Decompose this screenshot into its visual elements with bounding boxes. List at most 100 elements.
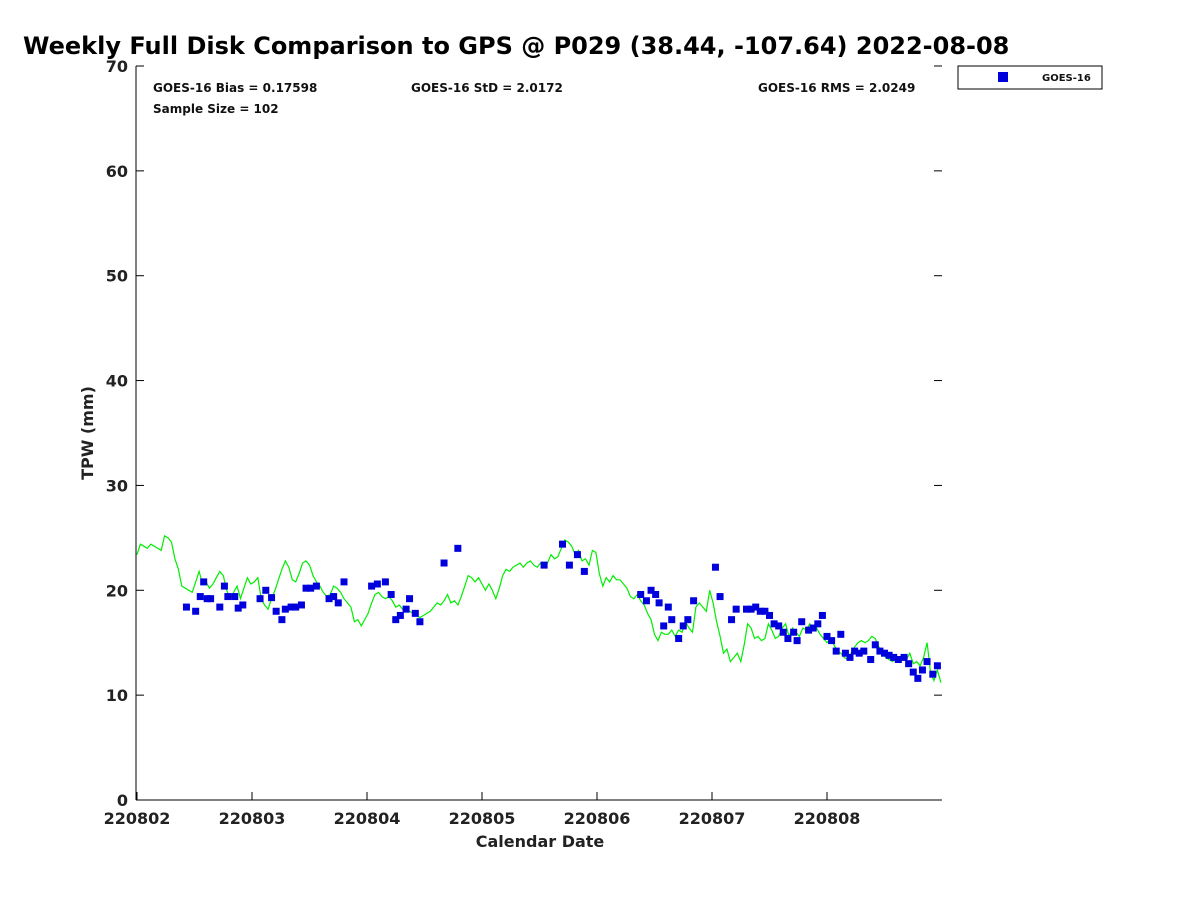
goes16-point <box>728 616 736 624</box>
goes16-point <box>196 593 204 601</box>
goes16-point <box>396 611 404 619</box>
goes16-point <box>876 647 884 655</box>
goes16-point <box>655 599 663 607</box>
goes16-point <box>325 595 333 603</box>
goes16-point <box>770 620 778 628</box>
legend-box <box>957 65 1103 90</box>
goes16-point <box>281 605 289 613</box>
legend-marker <box>998 72 1008 82</box>
goes16-point <box>637 590 645 598</box>
goes16-point <box>540 561 548 569</box>
goes16-point <box>766 611 773 619</box>
goes16-point <box>368 582 376 590</box>
goes16-point <box>793 637 801 645</box>
goes16-point <box>207 595 215 603</box>
goes16-point <box>216 603 224 611</box>
goes16-point <box>867 655 875 663</box>
goes16-point <box>790 628 798 636</box>
goes16-point <box>668 616 676 624</box>
plot-area <box>135 66 942 801</box>
x-tick-label: 220807 <box>679 809 746 828</box>
goes16-point <box>828 637 836 645</box>
x-tick-label: 220803 <box>219 809 286 828</box>
goes16-point <box>885 651 893 659</box>
legend: GOES-16 <box>957 65 1103 90</box>
goes16-point <box>923 658 931 666</box>
goes16-point <box>679 622 687 630</box>
goes16-point <box>402 605 410 613</box>
x-tick-label: 220802 <box>104 809 171 828</box>
rms-stat: GOES-16 RMS = 2.0249 <box>758 81 915 95</box>
goes16-point <box>918 666 926 674</box>
goes16-point <box>440 559 448 567</box>
bias-stat: GOES-16 Bias = 0.17598 <box>153 81 317 95</box>
y-tick-label: 10 <box>106 686 128 705</box>
plot-background <box>136 66 942 800</box>
goes16-point <box>262 586 270 594</box>
goes16-point <box>660 622 668 630</box>
goes16-point <box>454 544 462 552</box>
goes16-point <box>340 578 348 586</box>
goes16-point <box>406 595 414 603</box>
goes16-point <box>855 649 863 657</box>
x-tick-label: 220805 <box>449 809 516 828</box>
goes16-point <box>929 670 937 678</box>
goes16-point <box>565 561 573 569</box>
goes16-point <box>784 635 792 643</box>
goes16-point <box>909 668 917 676</box>
goes16-point <box>881 649 888 657</box>
goes16-point <box>278 616 286 624</box>
goes16-point <box>292 603 300 611</box>
goes16-point <box>690 597 698 605</box>
goes16-point <box>334 599 342 607</box>
x-tick-label: 220806 <box>564 809 631 828</box>
goes16-point <box>756 607 764 615</box>
goes16-point <box>798 618 806 626</box>
goes16-point <box>814 620 822 628</box>
goes16-point <box>743 605 750 613</box>
goes16-point <box>307 584 315 592</box>
goes16-point <box>416 618 424 626</box>
y-axis-label: TPW (mm) <box>78 386 97 480</box>
goes16-point <box>268 594 276 602</box>
goes16-point <box>860 647 868 655</box>
goes16-point <box>832 647 840 655</box>
std-stat: GOES-16 StD = 2.0172 <box>411 81 563 95</box>
goes16-point <box>234 604 242 612</box>
goes16-point <box>272 607 280 615</box>
y-tick-label: 20 <box>106 581 128 600</box>
goes16-point <box>818 611 826 619</box>
goes16-point <box>411 609 419 617</box>
goes16-point <box>914 674 922 682</box>
y-tick-label: 40 <box>106 372 128 391</box>
y-tick-label: 60 <box>106 162 128 181</box>
y-tick-label: 30 <box>106 476 128 495</box>
goes16-point <box>182 603 190 611</box>
x-axis-label: Calendar Date <box>476 832 605 851</box>
goes16-point <box>220 582 228 590</box>
goes16-point <box>664 603 672 611</box>
goes16-point <box>732 605 740 613</box>
goes16-point <box>297 601 305 609</box>
sample-size-stat: Sample Size = 102 <box>153 102 279 116</box>
goes16-point <box>846 653 854 661</box>
goes16-point <box>200 578 208 586</box>
goes16-point <box>890 653 898 661</box>
goes16-point <box>231 593 239 601</box>
goes16-point <box>894 655 902 663</box>
goes16-point <box>675 635 683 643</box>
goes16-point <box>871 641 879 649</box>
chart-title: Weekly Full Disk Comparison to GPS @ P02… <box>23 32 1009 60</box>
goes16-point <box>933 662 941 670</box>
goes16-point <box>192 607 200 615</box>
y-tick-label: 70 <box>106 57 128 76</box>
goes16-point <box>841 649 849 657</box>
goes16-point <box>779 628 787 636</box>
goes16-point <box>761 607 769 615</box>
series-layer <box>136 534 942 683</box>
goes16-point <box>711 563 719 571</box>
x-tick-label: 220804 <box>334 809 401 828</box>
x-tick-label: 220808 <box>794 809 861 828</box>
goes16-point <box>239 601 247 609</box>
